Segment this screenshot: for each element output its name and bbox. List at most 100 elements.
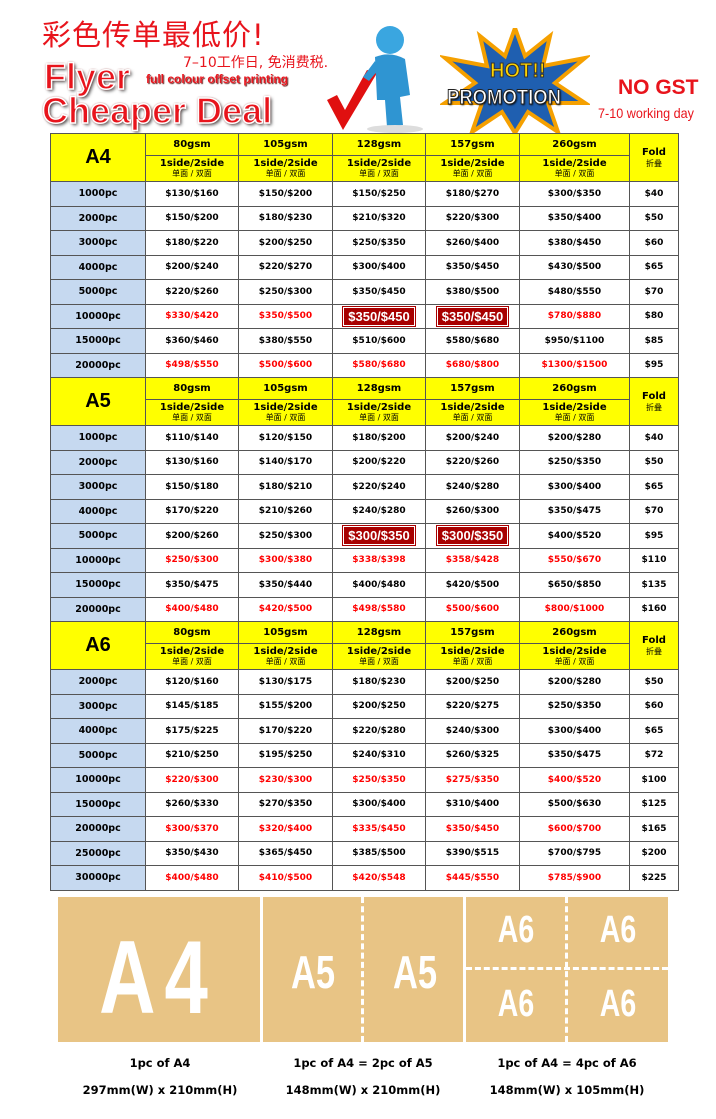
quantity-cell: 10000pc [50, 767, 146, 793]
a4-paper-label: A4 [99, 920, 217, 1036]
promotion-badge: PROMOTION [447, 86, 562, 110]
price-table-a5: A5 80gsm 105gsm 128gsm 157gsm 260gsm Fold 折叠 1si… [50, 377, 679, 622]
price-cell: $400/$520 [519, 767, 630, 793]
chinese-subtitle: 7–10工作日, 免消费税. [183, 55, 329, 71]
quantity-cell: 4000pc [50, 718, 146, 744]
quantity-cell: 5000pc [50, 742, 146, 768]
price-cell: $400/$480 [332, 572, 426, 598]
price-cell: $380/$450 [519, 230, 630, 256]
quantity-cell: 1000pc [50, 425, 146, 451]
price-cell: $260/$330 [145, 791, 239, 817]
quantity-cell: 4000pc [50, 498, 146, 524]
price-cell: $350/$400 [519, 205, 630, 231]
sides-label-cn: 单面 / 双面 [359, 412, 399, 422]
a6-dimensions: 148mm(W) x 105mm(H) [489, 1083, 645, 1097]
price-cell: $350/$475 [519, 742, 630, 768]
price-cell: $260/$400 [425, 230, 520, 256]
price-cell: $130/$160 [145, 449, 239, 475]
price-cell: $320/$400 [238, 816, 333, 842]
a6-paper-label: A6 [497, 909, 535, 951]
quantity-cell: 1000pc [50, 181, 146, 207]
price-cell: $680/$800 [425, 352, 520, 378]
sides-header: 1side/2side 单面 / 双面 [332, 643, 426, 670]
quantity-cell: 15000pc [50, 572, 146, 598]
fold-price-cell: $40 [629, 181, 679, 207]
price-cell: $420/$500 [425, 572, 520, 598]
working-days-label: 7-10 working day [598, 105, 694, 121]
quantity-cell: 3000pc [50, 693, 146, 719]
price-cell: $200/$280 [519, 425, 630, 451]
sides-label-cn: 单面 / 双面 [554, 656, 595, 666]
paper-weight-header: 80gsm [145, 621, 239, 644]
sides-label: 1side/2side [346, 157, 412, 169]
quantity-cell: 4000pc [50, 254, 146, 280]
fold-header: Fold 折叠 [629, 377, 679, 426]
price-cell: $350/$450 [425, 254, 520, 280]
table-row: 10000pc $330/$420 $350/$500 $350/$450 $350/$… [50, 303, 679, 329]
price-cell: $350/$450 [332, 303, 426, 329]
fold-price-cell: $95 [629, 523, 679, 549]
price-cell: $358/$428 [425, 547, 520, 573]
sides-header: 1side/2side 单面 / 双面 [519, 155, 630, 182]
sides-header: 1side/2side 单面 / 双面 [519, 643, 630, 670]
price-cell: $385/$500 [332, 840, 426, 866]
price-cell: $180/$200 [332, 425, 426, 451]
price-cell: $330/$420 [145, 303, 239, 329]
price-cell: $300/$350 [519, 181, 630, 207]
table-row: 10000pc $220/$300 $230/$300 $250/$350 $275/$… [50, 767, 679, 793]
a5-dimensions: 148mm(W) x 210mm(H) [285, 1083, 441, 1097]
price-cell: $350/$440 [238, 572, 333, 598]
fold-price-cell: $50 [629, 669, 679, 695]
price-cell: $510/$600 [332, 328, 426, 354]
a5-paper-label: A5 [392, 946, 438, 998]
price-cell: $200/$240 [145, 254, 239, 280]
quantity-cell: 3000pc [50, 230, 146, 256]
table-row: 3000pc $180/$220 $200/$250 $250/$350 $260/$4… [50, 230, 679, 256]
table-row: 15000pc $350/$475 $350/$440 $400/$480 $420/$… [50, 572, 679, 598]
sides-header: 1side/2side 单面 / 双面 [238, 643, 333, 670]
starburst-icon [440, 28, 590, 133]
sides-label-cn: 单面 / 双面 [452, 412, 493, 422]
table-row: 20000pc $400/$480 $420/$500 $498/$580 $500/$… [50, 596, 679, 622]
fold-price-cell: $85 [629, 328, 679, 354]
price-cell: $200/$280 [519, 669, 630, 695]
price-cell: $1300/$1500 [519, 352, 630, 378]
table-row: 20000pc $498/$550 $500/$600 $580/$680 $680/$… [50, 352, 679, 378]
price-cell: $210/$260 [238, 498, 333, 524]
price-cell: $480/$550 [519, 279, 630, 305]
table-row: 2000pc $130/$160 $140/$170 $200/$220 $220/$2… [50, 449, 679, 475]
price-cell: $400/$480 [145, 596, 239, 622]
sides-header: 1side/2side 单面 / 双面 [238, 399, 333, 426]
table-row: 3000pc $145/$185 $155/$200 $200/$250 $220/$2… [50, 693, 679, 719]
quantity-cell: 20000pc [50, 596, 146, 622]
sides-header: 1side/2side 单面 / 双面 [332, 155, 426, 182]
header-row: 1side/2side 单面 / 双面 1side/2side 单面 / 双面 1sid… [51, 399, 679, 426]
paper-weight-header: 105gsm [238, 377, 333, 400]
header-row: A6 80gsm 105gsm 128gsm 157gsm 260gsm Fold 折叠 [50, 621, 679, 670]
size-label: A5 [50, 377, 146, 426]
price-cell: $240/$280 [332, 498, 426, 524]
price-cell: $500/$600 [425, 596, 520, 622]
sides-label-cn: 单面 / 双面 [359, 656, 399, 666]
price-cell: $130/$160 [145, 181, 239, 207]
table-row: 5000pc $200/$260 $250/$300 $300/$350 $300/$3… [50, 523, 679, 549]
fold-price-cell: $135 [629, 572, 679, 598]
price-cell: $338/$398 [332, 547, 426, 573]
price-cell: $200/$240 [425, 425, 520, 451]
price-cell: $200/$250 [332, 693, 426, 719]
size-label: A4 [50, 133, 146, 182]
price-cell: $220/$275 [425, 693, 520, 719]
price-cell: $200/$220 [332, 449, 426, 475]
price-cell: $445/$550 [425, 865, 520, 891]
price-cell: $250/$350 [519, 449, 630, 475]
fold-price-cell: $50 [629, 449, 679, 475]
fold-price-cell: $72 [629, 742, 679, 768]
price-cell: $300/$380 [238, 547, 333, 573]
price-cell: $600/$700 [519, 816, 630, 842]
price-cell: $240/$280 [425, 474, 520, 500]
header-row: A5 80gsm 105gsm 128gsm 157gsm 260gsm Fold 折叠 [50, 377, 679, 426]
sides-label-cn: 单面 / 双面 [265, 656, 306, 666]
quantity-cell: 20000pc [50, 816, 146, 842]
price-cell: $180/$210 [238, 474, 333, 500]
fold-price-cell: $70 [629, 279, 679, 305]
